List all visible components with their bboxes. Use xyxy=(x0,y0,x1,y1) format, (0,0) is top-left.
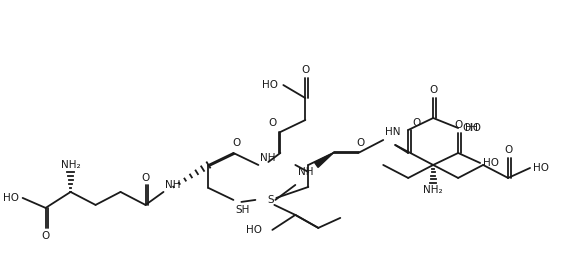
Text: HO: HO xyxy=(246,225,262,235)
Text: NH: NH xyxy=(260,153,276,163)
Text: O: O xyxy=(429,85,437,95)
Text: SH: SH xyxy=(235,205,250,215)
Text: HO: HO xyxy=(262,80,278,90)
Text: NH: NH xyxy=(298,167,313,177)
Text: NH₂: NH₂ xyxy=(423,185,443,195)
Text: O: O xyxy=(454,120,462,130)
Text: HO: HO xyxy=(483,158,499,168)
Text: S: S xyxy=(267,195,273,205)
Text: O: O xyxy=(268,118,276,128)
Polygon shape xyxy=(315,153,333,167)
Text: OH: OH xyxy=(462,123,478,133)
Text: O: O xyxy=(356,138,365,148)
Text: O: O xyxy=(42,231,50,241)
Text: HO: HO xyxy=(465,123,481,133)
Text: O: O xyxy=(301,65,309,75)
Text: NH₂: NH₂ xyxy=(61,160,81,170)
Text: HO: HO xyxy=(533,163,549,173)
Text: O: O xyxy=(232,138,240,148)
Text: HN: HN xyxy=(385,127,401,137)
Text: O: O xyxy=(504,145,512,155)
Text: O: O xyxy=(141,173,149,183)
Text: O: O xyxy=(412,118,420,128)
Text: HO: HO xyxy=(3,193,19,203)
Text: NH: NH xyxy=(165,180,181,190)
